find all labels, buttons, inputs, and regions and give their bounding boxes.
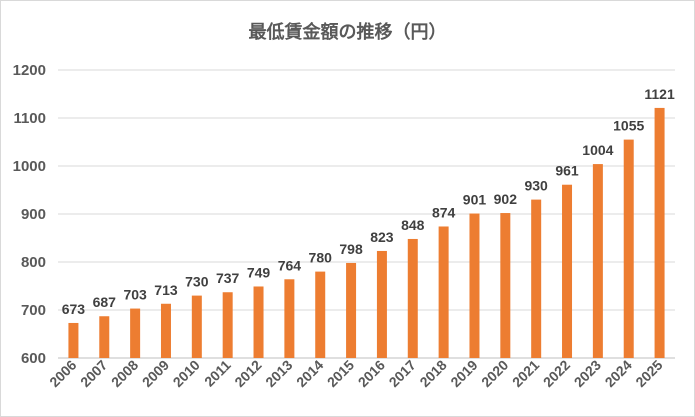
y-tick-label: 1000 (13, 158, 46, 175)
y-tick-label: 700 (21, 302, 46, 319)
x-tick-label: 2012 (231, 357, 264, 390)
data-label: 961 (555, 163, 579, 179)
data-label: 1121 (644, 86, 675, 102)
x-tick-label: 2007 (77, 357, 110, 390)
gridlines (58, 69, 675, 359)
y-tick-label: 800 (21, 254, 46, 271)
data-label: 823 (370, 229, 394, 245)
bar (191, 295, 202, 358)
data-label: 901 (463, 192, 487, 208)
y-axis-ticks: 600 700 800 900 1000 1100 1200 (13, 62, 46, 367)
data-label: 737 (216, 270, 240, 286)
x-tick-label: 2011 (201, 357, 234, 390)
data-label: 673 (62, 301, 86, 317)
data-label: 1055 (613, 118, 644, 134)
y-tick-label: 1200 (13, 62, 46, 79)
x-tick-label: 2017 (386, 357, 419, 390)
data-label: 703 (123, 287, 147, 303)
bar (500, 213, 511, 358)
bar (562, 184, 573, 358)
bar (438, 226, 449, 358)
chart-title: 最低賃金額の推移（円） (248, 22, 447, 43)
x-tick-label: 2020 (478, 357, 511, 390)
data-label: 848 (401, 217, 425, 233)
x-tick-label: 2018 (416, 357, 449, 390)
y-tick-label: 900 (21, 206, 46, 223)
x-tick-label: 2013 (262, 357, 295, 390)
bar (469, 213, 480, 358)
x-tick-label: 2014 (293, 357, 326, 390)
x-axis-ticks: 2006200720082009201020112012201320142015… (46, 357, 666, 390)
data-label: 798 (339, 241, 363, 257)
y-tick-label: 600 (21, 350, 46, 367)
bar (99, 316, 110, 358)
data-label: 902 (494, 191, 518, 207)
data-label: 749 (247, 264, 271, 280)
bar (346, 262, 357, 358)
x-tick-label: 2015 (324, 357, 357, 390)
bar (654, 107, 665, 358)
data-label: 780 (309, 250, 333, 266)
bar (315, 271, 326, 358)
x-tick-label: 2010 (170, 357, 203, 390)
data-label: 930 (524, 178, 548, 194)
data-label: 874 (432, 204, 456, 220)
data-label: 713 (154, 282, 178, 298)
data-label: 1004 (582, 142, 613, 158)
bar (284, 279, 295, 358)
bar (253, 286, 264, 358)
bar (407, 238, 418, 358)
bar (623, 139, 634, 358)
x-tick-label: 2008 (108, 357, 141, 390)
x-tick-label: 2006 (46, 357, 79, 390)
data-labels: 673 687 703 713 730 737 749 764 780 798 823 848 874 9… (62, 86, 675, 317)
bar (160, 303, 171, 358)
bar (130, 308, 141, 358)
x-tick-label: 2023 (571, 357, 604, 390)
bar (222, 292, 233, 358)
x-tick-label: 2025 (632, 357, 665, 390)
x-tick-label: 2022 (540, 357, 573, 390)
data-label: 764 (278, 257, 302, 273)
x-tick-label: 2016 (355, 357, 388, 390)
x-tick-label: 2021 (509, 357, 542, 390)
data-label: 730 (185, 274, 209, 290)
bar (531, 199, 542, 358)
bars (68, 107, 665, 358)
bar (68, 322, 79, 358)
x-tick-label: 2009 (139, 357, 172, 390)
bar (376, 250, 387, 358)
y-tick-label: 1100 (13, 110, 46, 127)
x-tick-label: 2024 (602, 357, 635, 390)
bar (592, 164, 603, 358)
x-tick-label: 2019 (447, 357, 480, 390)
data-label: 687 (93, 294, 117, 310)
